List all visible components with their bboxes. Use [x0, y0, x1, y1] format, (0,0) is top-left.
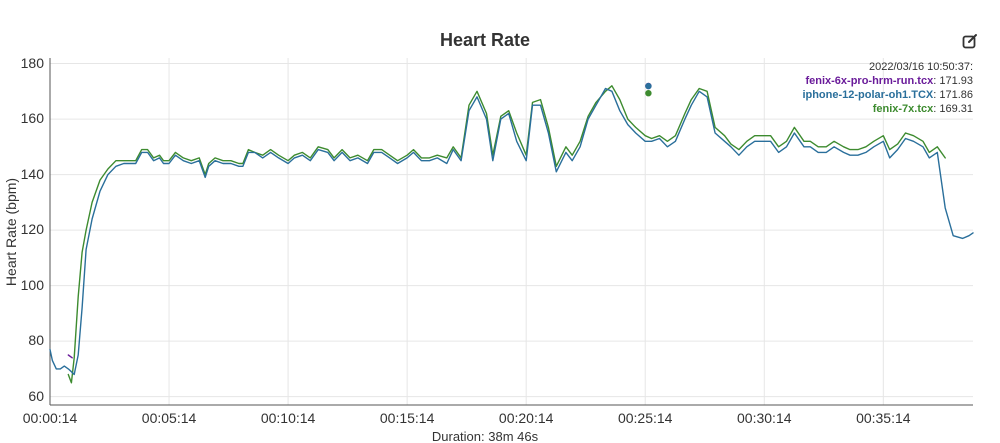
series-value: 171.93 [939, 75, 973, 87]
y-tick-label: 80 [28, 332, 44, 349]
series-line [67, 85, 946, 384]
tooltip-entry: fenix-7x.tcx: 169.31 [872, 103, 973, 115]
x-tick-label: 00:00:14 [22, 410, 78, 426]
hover-tooltip: 2022/03/16 10:50:37: fenix-6x-pro-hrm-ru… [802, 60, 973, 116]
series-name: iphone-12-polar-oh1.TCX [802, 89, 934, 101]
x-axis-label: Duration: 38m 46s [431, 429, 539, 443]
series-line [67, 354, 73, 359]
hover-marker [645, 90, 652, 97]
tooltip-entry: iphone-12-polar-oh1.TCX: 171.86 [802, 89, 973, 101]
y-tick-label: 180 [20, 54, 44, 71]
series-name: fenix-7x.tcx [872, 103, 934, 115]
x-tick-label: 00:35:14 [856, 410, 911, 426]
x-tick-label: 00:20:14 [498, 410, 554, 426]
series-value: 169.31 [939, 103, 973, 115]
series-value: 171.86 [939, 89, 973, 101]
tooltip-timestamp: 2022/03/16 10:50:37: [869, 61, 973, 73]
edit-icon[interactable] [962, 33, 978, 49]
y-tick-label: 160 [20, 110, 44, 127]
series-name: fenix-6x-pro-hrm-run.tcx [805, 75, 934, 87]
tooltip-entry: fenix-6x-pro-hrm-run.tcx: 171.93 [805, 75, 973, 87]
x-tick-label: 00:10:14 [260, 410, 316, 426]
series-line [49, 87, 974, 376]
x-tick-label: 00:30:14 [737, 410, 792, 426]
chart-title: Heart Rate [439, 30, 531, 50]
hover-marker [645, 82, 652, 90]
y-tick-label: 140 [20, 165, 44, 182]
y-tick-label: 100 [20, 276, 44, 293]
x-tick-label: 00:25:14 [617, 410, 673, 426]
x-tick-label: 00:15:14 [379, 410, 435, 426]
y-tick-label: 120 [20, 221, 44, 238]
y-tick-label: 60 [28, 387, 44, 404]
x-tick-label: 00:05:14 [141, 410, 197, 426]
